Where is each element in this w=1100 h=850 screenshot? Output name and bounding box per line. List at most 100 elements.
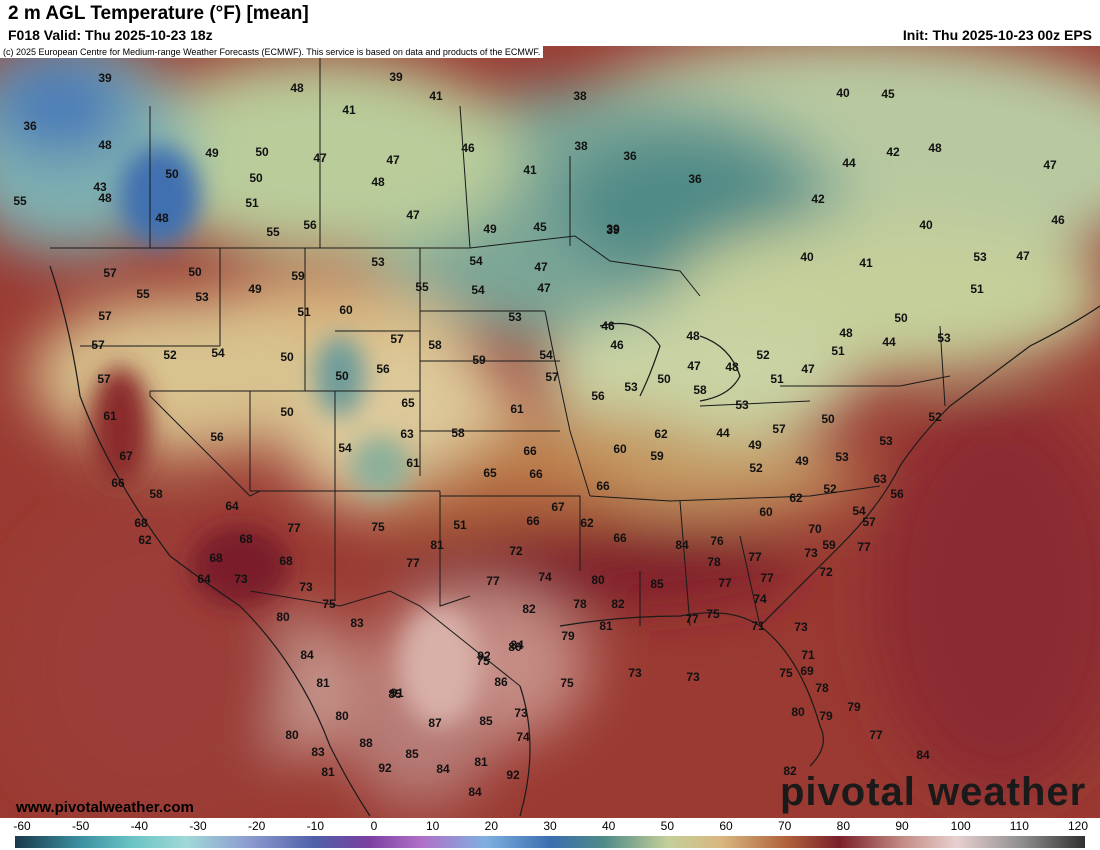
temperature-label: 78 [573,597,587,611]
temperature-label: 57 [97,372,111,386]
color-scale-tick: 30 [543,819,557,833]
temperature-label: 52 [928,410,942,424]
temperature-label: 54 [852,504,866,518]
temperature-label: 47 [406,208,420,222]
temperature-label: 73 [794,620,808,634]
map-title: 2 m AGL Temperature (°F) [mean] [8,3,309,24]
temperature-label: 38 [573,89,587,103]
temperature-label: 77 [287,521,301,535]
temperature-label: 48 [928,141,942,155]
temperature-label: 66 [523,444,537,458]
temperature-label: 69 [800,664,814,678]
temperature-label: 48 [686,329,700,343]
temperature-label: 40 [800,250,814,264]
temperature-label: 77 [869,728,883,742]
temperature-label: 48 [98,191,112,205]
temperature-label: 78 [815,681,829,695]
temperature-label: 72 [819,565,833,579]
temperature-label: 77 [486,574,500,588]
color-scale-tick: 40 [601,819,616,833]
temperature-label: 86 [494,675,508,689]
temperature-label: 40 [836,86,850,100]
temperature-label: 54 [211,346,225,360]
temperature-label: 45 [881,87,895,101]
temperature-label: 57 [772,422,786,436]
temperature-label: 55 [415,280,429,294]
temperature-label: 52 [163,348,177,362]
temperature-label: 73 [686,670,700,684]
temperature-label: 46 [610,338,624,352]
temperature-label: 92 [378,761,392,775]
temperature-label: 62 [654,427,668,441]
temperature-label: 64 [197,572,211,586]
temperature-label: 68 [279,554,293,568]
temperature-label: 84 [436,762,450,776]
temperature-label: 63 [873,472,887,486]
temperature-label: 71 [801,648,815,662]
temperature-label: 49 [795,454,809,468]
temperature-label: 52 [749,461,763,475]
temperature-label: 43 [93,180,107,194]
temperature-label: 80 [791,705,805,719]
temperature-label: 68 [239,532,253,546]
temperature-label: 77 [857,540,871,554]
temperature-label: 50 [894,311,908,325]
temperature-label: 60 [613,442,627,456]
temperature-label: 67 [119,449,133,463]
temperature-label: 85 [650,577,664,591]
temperature-label: 58 [693,383,707,397]
temperature-label: 54 [471,283,485,297]
temperature-label: 54 [469,254,483,268]
temperature-label: 80 [285,728,299,742]
temperature-label: 46 [601,319,615,333]
temperature-label: 75 [476,654,490,668]
temperature-label: 75 [779,666,793,680]
temperature-labels: 39 48 36 50 48 49 50 43 50 55 51 48 55 56 39 48 41 41 38 46… [0,46,1065,799]
website-url[interactable]: www.pivotalweather.com [16,799,194,816]
temperature-label: 87 [428,716,442,730]
temperature-label: 53 [195,290,209,304]
temperature-label: 39 [389,70,403,84]
temperature-label: 50 [657,372,671,386]
temperature-label: 56 [376,362,390,376]
temperature-label: 51 [970,282,984,296]
temperature-label: 41 [523,163,537,177]
temperature-label: 50 [821,412,835,426]
temperature-label: 61 [406,456,420,470]
temperature-label: 58 [428,338,442,352]
temperature-label: 79 [819,709,833,723]
temperature-label: 79 [847,700,861,714]
color-scale-tick: 60 [719,819,733,833]
temperature-label: 74 [538,570,552,584]
coastlines [49,265,1100,817]
temperature-label: 46 [461,141,475,155]
temperature-label: 47 [801,362,815,376]
temperature-label: 82 [783,764,797,778]
color-scale-gradient [15,836,1085,848]
temperature-label: 72 [509,544,523,558]
temperature-label: 68 [134,516,148,530]
color-scale-tick: 50 [660,819,675,833]
temperature-label: 41 [429,89,443,103]
temperature-label: 50 [280,405,294,419]
temperature-label: 38 [574,139,588,153]
temperature-map[interactable]: 39 48 36 50 48 49 50 43 50 55 51 48 55 56 39 48 41 41 38 46… [0,46,1100,818]
temperature-label: 59 [291,269,305,283]
temperature-label: 81 [316,676,330,690]
color-scale-tick: 90 [895,819,909,833]
temperature-label: 74 [516,730,530,744]
temperature-label: 80 [276,610,290,624]
temperature-label: 44 [842,156,856,170]
temperature-label: 85 [405,747,419,761]
temperature-label: 51 [453,518,467,532]
temperature-label: 76 [710,534,724,548]
temperature-label: 51 [831,344,845,358]
temperature-label: 47 [313,151,327,165]
color-scale-bar: -60 -50 -40 -30 -20 -10 0 10 20 30 40 50 60 70 80 90 100… [0,818,1100,850]
temperature-label: 57 [545,370,559,384]
init-time: Init: Thu 2025-10-23 00z EPS [902,27,1092,43]
temperature-label: 50 [188,265,202,279]
temperature-label: 61 [510,402,524,416]
temperature-label: 84 [675,538,689,552]
temperature-label: 75 [706,607,720,621]
